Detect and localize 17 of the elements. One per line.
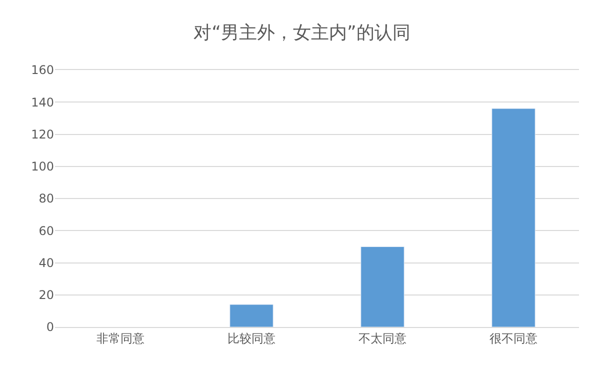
y-tick-label: 60 [38, 224, 54, 238]
x-tick-label: 非常同意 [96, 331, 144, 346]
y-tick-label: 0 [46, 320, 54, 334]
bar [230, 304, 274, 327]
y-tick-label: 160 [31, 63, 54, 78]
y-tick-label: 100 [31, 160, 54, 174]
bar [492, 108, 536, 327]
y-tick-label: 80 [38, 192, 54, 206]
y-tick-label: 20 [38, 288, 54, 302]
x-tick-label: 很不同意 [490, 331, 538, 346]
y-tick-label: 40 [38, 256, 54, 270]
bar [360, 246, 404, 327]
x-tick-label: 不太同意 [358, 331, 406, 346]
y-tick-label: 140 [31, 95, 54, 110]
y-tick-label: 120 [31, 127, 54, 142]
chart-title: 对“男主外，女主内”的认同 [194, 22, 410, 44]
x-tick-label: 比较同意 [228, 331, 276, 346]
